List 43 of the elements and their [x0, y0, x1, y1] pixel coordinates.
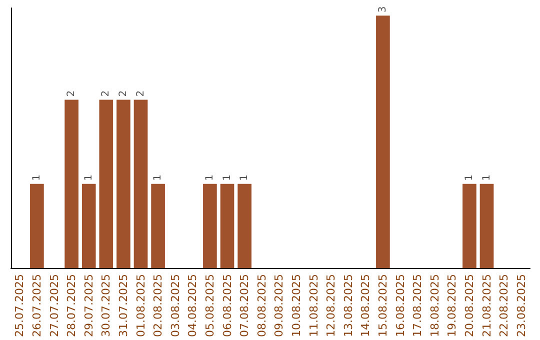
x-tick-label: 27.07.2025	[48, 274, 61, 338]
x-tick-label: 01.08.2025	[134, 274, 148, 338]
data-label: 1	[239, 174, 250, 181]
x-tick-label: 13.08.2025	[342, 274, 355, 338]
data-label: 2	[66, 90, 78, 97]
x-tick-label: 22.08.2025	[498, 274, 511, 338]
x-tick-label: 03.08.2025	[168, 274, 182, 338]
x-tick-label: 07.08.2025	[238, 274, 252, 338]
x-tick-label: 25.07.2025	[13, 274, 26, 338]
data-label: 2	[135, 90, 146, 97]
data-label: 1	[204, 174, 216, 181]
x-tick-label: 16.08.2025	[394, 274, 407, 338]
x-tick-label: 20.08.2025	[462, 274, 476, 338]
data-label: 2	[118, 90, 129, 97]
data-label: 3	[377, 6, 388, 13]
x-tick-label: 02.08.2025	[152, 274, 165, 338]
x-tick-label: 18.08.2025	[428, 274, 442, 338]
x-tick-label: 15.08.2025	[376, 274, 390, 338]
x-tick-label: 28.07.2025	[65, 274, 78, 338]
x-tick-label: 11.08.2025	[307, 274, 320, 338]
x-tick-label: 23.08.2025	[514, 274, 528, 338]
x-tick-label: 21.08.2025	[480, 274, 494, 338]
x-tick-label: 10.08.2025	[290, 274, 303, 338]
x-tick-label: 05.08.2025	[203, 274, 216, 338]
x-tick-label: 31.07.2025	[116, 274, 130, 338]
data-label: 1	[31, 174, 42, 181]
x-tick-label: 29.07.2025	[82, 274, 96, 338]
x-tick-label: 08.08.2025	[255, 274, 268, 338]
data-label: 2	[100, 90, 112, 97]
data-label: 1	[222, 174, 233, 181]
x-tick-label: 17.08.2025	[411, 274, 424, 338]
x-tick-label: 04.08.2025	[186, 274, 200, 338]
x-tick-label: 26.07.2025	[30, 274, 44, 338]
x-tick-label: 19.08.2025	[446, 274, 459, 338]
data-label: 1	[152, 174, 164, 181]
data-label: 1	[464, 174, 475, 181]
x-tick-label: 30.07.2025	[100, 274, 113, 338]
data-label: 1	[83, 174, 94, 181]
x-tick-label: 14.08.2025	[359, 274, 372, 338]
x-tick-label: 09.08.2025	[272, 274, 286, 338]
x-tick-label: 12.08.2025	[324, 274, 338, 338]
x-tick-label: 06.08.2025	[220, 274, 234, 338]
data-label: 1	[481, 174, 492, 181]
